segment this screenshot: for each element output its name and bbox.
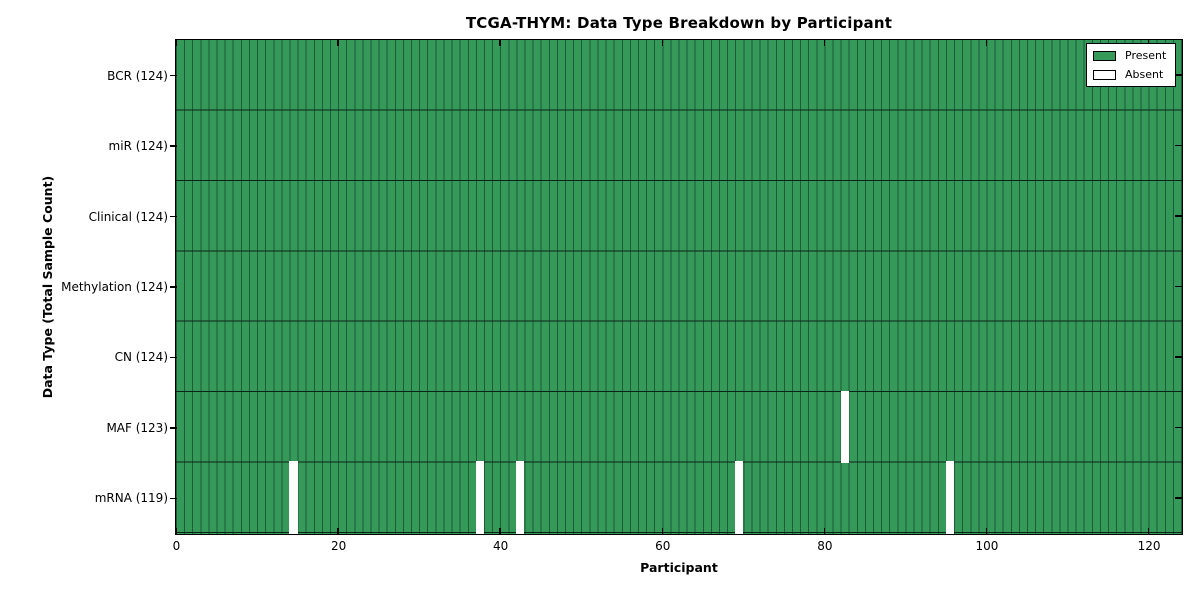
- x-tick-bottom: [499, 528, 501, 534]
- y-tick-left: [170, 215, 177, 218]
- y-tick-right: [1175, 426, 1182, 429]
- x-tick-label: 0: [172, 539, 181, 553]
- x-tick-top: [661, 40, 664, 46]
- legend-absent-swatch-icon: [1093, 69, 1116, 80]
- y-tick-label-mRNA: mRNA (119): [94, 491, 168, 506]
- y-tick-right: [1175, 144, 1182, 147]
- y-tick-left: [170, 286, 177, 288]
- y-tick-left: [170, 497, 177, 500]
- x-tick-top: [337, 40, 339, 46]
- x-tick-bottom: [823, 528, 826, 534]
- x-tick-bottom: [175, 528, 177, 534]
- x-tick-bottom: [337, 528, 339, 534]
- absent-cell-mRNA-42: [516, 461, 525, 534]
- y-tick-label-miR: miR (124): [108, 139, 168, 154]
- absent-cell-mRNA-95: [945, 461, 955, 534]
- y-tick-left: [170, 74, 177, 77]
- absent-cell-mRNA-69: [735, 461, 744, 534]
- legend-item-present: Present: [1093, 46, 1166, 65]
- x-tick-top: [823, 40, 826, 46]
- x-tick-top: [985, 40, 988, 46]
- y-tick-right: [1175, 356, 1182, 358]
- y-tick-left: [170, 356, 177, 359]
- legend-present-swatch-icon: [1093, 50, 1116, 61]
- y-tick-right: [1175, 215, 1182, 217]
- x-tick-label: 120: [1137, 539, 1161, 553]
- x-tick-label: 80: [817, 539, 833, 553]
- chart-title: TCGA-THYM: Data Type Breakdown by Partic…: [465, 14, 893, 32]
- x-tick-label: 60: [655, 539, 671, 553]
- y-tick-right: [1175, 74, 1182, 76]
- x-tick-label: 100: [975, 539, 999, 553]
- y-tick-right: [1175, 285, 1182, 288]
- y-tick-label-CN: CN (124): [114, 350, 168, 365]
- absent-cell-mRNA-14: [289, 461, 298, 534]
- y-tick-label-Clinical: Clinical (124): [88, 209, 168, 224]
- x-tick-label: 40: [493, 539, 509, 553]
- x-axis-title: Participant: [640, 560, 718, 575]
- y-tick-label-MAF: MAF (123): [106, 420, 168, 435]
- y-tick-left: [170, 145, 177, 147]
- y-tick-label-BCR: BCR (124): [107, 68, 168, 83]
- x-tick-bottom: [985, 528, 988, 534]
- legend-present-label: Present: [1125, 49, 1167, 62]
- x-tick-label: 20: [330, 539, 347, 553]
- legend-item-absent: Absent: [1093, 65, 1166, 84]
- y-tick-left: [170, 427, 177, 429]
- absent-cell-mRNA-37: [475, 461, 484, 534]
- x-tick-top: [175, 40, 177, 46]
- x-tick-top: [499, 40, 501, 46]
- y-tick-label-Methylation: Methylation (124): [61, 280, 168, 294]
- legend: Present Absent: [1086, 43, 1177, 87]
- absent-cell-MAF-82: [840, 390, 849, 464]
- x-tick-bottom: [661, 528, 664, 534]
- plot-area: [175, 39, 1183, 535]
- legend-absent-label: Absent: [1125, 68, 1164, 81]
- x-tick-bottom: [1147, 528, 1150, 534]
- y-tick-right: [1175, 497, 1182, 499]
